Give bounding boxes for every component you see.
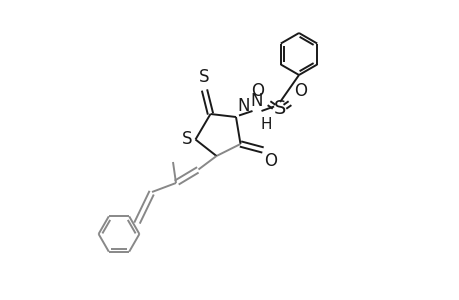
Text: S: S [181, 130, 191, 148]
Text: H: H [259, 117, 271, 132]
Text: S: S [199, 68, 209, 86]
Text: O: O [294, 82, 307, 100]
Text: O: O [251, 82, 264, 100]
Text: N: N [250, 92, 263, 110]
Text: O: O [264, 152, 277, 170]
Text: N: N [237, 97, 249, 115]
Text: S: S [273, 98, 285, 118]
